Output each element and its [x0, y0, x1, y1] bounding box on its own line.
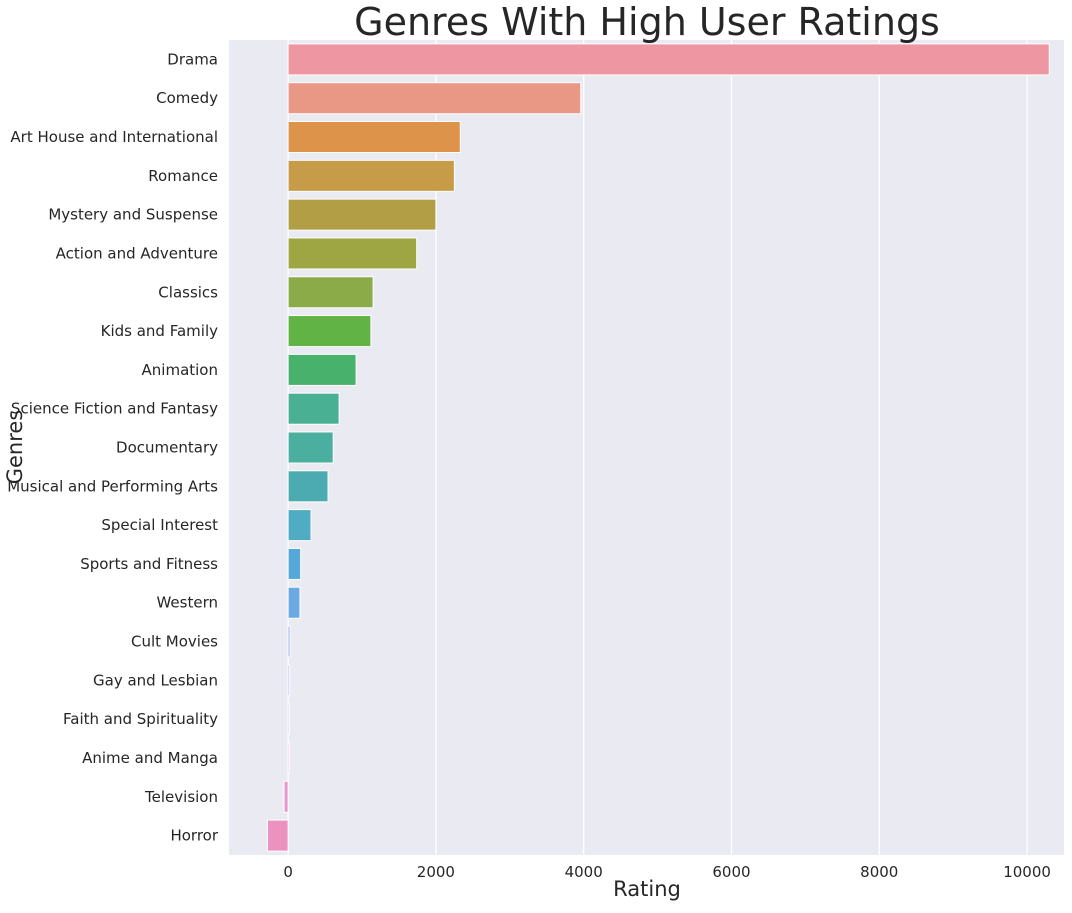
bars — [266, 43, 1050, 852]
y-tick-label: Classics — [158, 283, 218, 301]
bar-romance — [287, 159, 455, 192]
bar-science-fiction-and-fantasy — [287, 392, 340, 425]
bar-mystery-and-suspense — [287, 198, 437, 231]
bar-comedy — [287, 82, 582, 115]
bar-classics — [287, 276, 374, 309]
bar-drama — [287, 43, 1050, 76]
bar-sports-and-fitness — [287, 547, 302, 580]
y-tick-label: Western — [156, 594, 218, 612]
bar-cult-movies — [287, 625, 291, 658]
bar-horror — [266, 819, 289, 852]
bar-special-interest — [287, 509, 312, 542]
x-axis-label: Rating — [613, 877, 681, 901]
y-axis-label: Genres — [3, 410, 27, 485]
x-tick-labels: 0 2000 4000 6000 8000 10000 — [283, 863, 1051, 881]
bar-animation — [287, 353, 357, 386]
y-tick-label: Gay and Lesbian — [93, 671, 218, 689]
x-tick-label: 8000 — [860, 863, 898, 881]
y-tick-label: Science Fiction and Fantasy — [11, 400, 218, 418]
x-tick-label: 0 — [283, 863, 293, 881]
y-tick-label: Special Interest — [101, 516, 218, 534]
y-tick-labels: Drama Comedy Art House and International Ro… — [7, 50, 219, 844]
y-tick-label: Kids and Family — [101, 322, 218, 340]
y-tick-label: Animation — [142, 361, 218, 379]
x-tick-label: 4000 — [565, 863, 603, 881]
y-tick-label: Television — [144, 788, 218, 806]
y-tick-label: Romance — [148, 167, 218, 185]
x-tick-label: 2000 — [417, 863, 455, 881]
bar-art-house-and-international — [287, 121, 461, 154]
y-tick-label: Musical and Performing Arts — [7, 477, 218, 495]
y-tick-label: Documentary — [116, 439, 218, 457]
bar-gay-and-lesbian — [287, 664, 291, 697]
y-tick-label: Sports and Fitness — [80, 555, 218, 573]
y-tick-label: Mystery and Suspense — [48, 206, 218, 224]
bar-television — [283, 780, 289, 813]
y-tick-label: Drama — [167, 50, 218, 68]
bar-faith-and-spirituality — [287, 703, 290, 736]
bar-anime-and-manga — [287, 741, 290, 775]
chart-title: Genres With High User Ratings — [354, 0, 940, 44]
x-tick-label: 6000 — [712, 863, 750, 881]
y-tick-label: Faith and Spirituality — [63, 710, 218, 728]
y-tick-label: Action and Adventure — [56, 244, 218, 262]
y-tick-label: Anime and Manga — [82, 749, 218, 767]
bar-musical-and-performing-arts — [287, 470, 329, 503]
bar-kids-and-family — [287, 315, 372, 348]
bar-western — [287, 586, 301, 619]
x-tick-label: 10000 — [1003, 863, 1051, 881]
bar-action-and-adventure — [287, 237, 418, 270]
y-tick-label: Horror — [170, 827, 218, 845]
y-tick-label: Comedy — [156, 89, 218, 107]
bar-documentary — [287, 431, 334, 464]
y-tick-label: Art House and International — [10, 128, 218, 146]
y-tick-label: Cult Movies — [131, 633, 218, 651]
